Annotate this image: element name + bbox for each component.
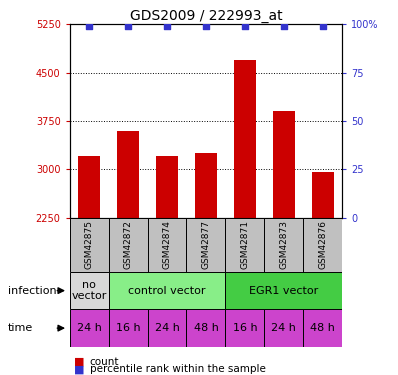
Point [164,23,170,29]
Point [203,23,209,29]
Bar [225,309,264,347]
Text: count: count [90,357,119,367]
Text: GSM42872: GSM42872 [123,220,133,269]
Text: GSM42876: GSM42876 [318,220,327,269]
Point [320,23,326,29]
Bar [109,217,148,272]
Point [86,23,92,29]
Point [242,23,248,29]
Text: GSM42871: GSM42871 [240,220,250,269]
Text: 24 h: 24 h [154,323,179,333]
Bar [109,272,225,309]
Text: GSM42873: GSM42873 [279,220,289,269]
Bar [312,172,334,217]
Text: ■: ■ [74,364,84,374]
Bar [148,309,187,347]
Point [125,23,131,29]
Point [281,23,287,29]
Bar [70,217,109,272]
Text: no
vector: no vector [71,280,107,302]
Bar [156,156,178,218]
Text: ■: ■ [74,357,84,367]
Text: time: time [8,323,33,333]
Text: control vector: control vector [128,286,206,296]
Text: 48 h: 48 h [193,323,219,333]
Bar [273,111,295,218]
Title: GDS2009 / 222993_at: GDS2009 / 222993_at [130,9,282,23]
Text: 48 h: 48 h [310,323,335,333]
Text: GSM42877: GSM42877 [201,220,211,269]
Text: 16 h: 16 h [116,323,140,333]
Bar [78,156,100,218]
Text: EGR1 vector: EGR1 vector [249,286,318,296]
Text: GSM42874: GSM42874 [162,220,172,269]
Text: 16 h: 16 h [232,323,257,333]
Bar [70,309,109,347]
Bar [225,217,264,272]
Bar [264,217,303,272]
Bar [187,309,225,347]
Bar [195,153,217,218]
Bar [264,309,303,347]
Bar [117,130,139,218]
Bar [70,272,109,309]
Text: percentile rank within the sample: percentile rank within the sample [90,364,265,374]
Text: 24 h: 24 h [77,323,101,333]
Bar [303,217,342,272]
Bar [148,217,187,272]
Bar [225,272,342,309]
Bar [303,309,342,347]
Bar [234,60,256,217]
Text: infection: infection [8,286,57,296]
Text: 24 h: 24 h [271,323,296,333]
Bar [187,217,225,272]
Text: GSM42875: GSM42875 [85,220,94,269]
Bar [109,309,148,347]
